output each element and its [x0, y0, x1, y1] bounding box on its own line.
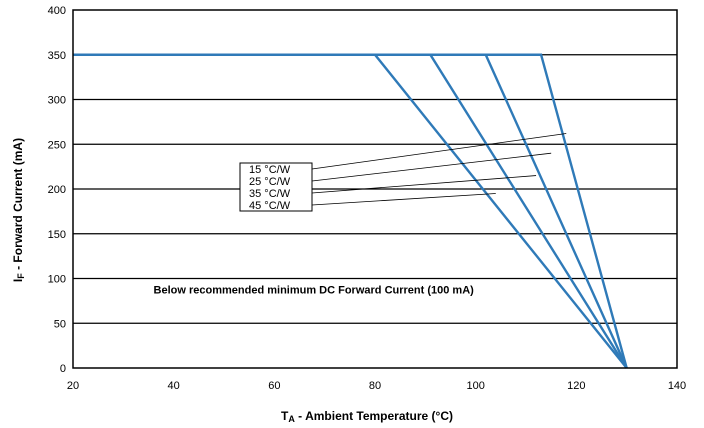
legend-label: 35 °C/W [249, 188, 291, 200]
legend-box [239, 162, 313, 212]
y-tick-label: 150 [48, 229, 66, 241]
legend-label: 15 °C/W [249, 164, 291, 176]
legend-leader-line [311, 175, 537, 194]
y-tick-label: 200 [48, 184, 66, 196]
x-axis-title: TA - Ambient Temperature (°C) [281, 409, 453, 424]
annotation-text: Below recommended minimum DC Forward Cur… [154, 285, 475, 297]
y-tick-label: 350 [48, 50, 66, 62]
y-tick-label: 300 [48, 95, 66, 107]
legend-leader-line [311, 193, 496, 206]
y-tick-label: 400 [48, 5, 66, 17]
y-tick-label: 50 [54, 318, 66, 330]
x-tick-label: 60 [268, 380, 280, 392]
y-tick-label: 100 [48, 274, 66, 286]
x-tick-label: 40 [168, 380, 180, 392]
y-axis-title: IF - Forward Current (mA) [11, 138, 26, 282]
x-tick-label: 100 [466, 380, 484, 392]
plot-frame [72, 9, 678, 369]
y-tick-labels: 0 50 100 150 200 250 300 350 400 [48, 5, 66, 375]
legend-leader-line [311, 152, 552, 182]
y-tick-label: 0 [60, 363, 66, 375]
series-line [73, 53, 628, 369]
series-lines [73, 53, 628, 369]
x-tick-label: 140 [668, 380, 686, 392]
x-tick-label: 80 [369, 380, 381, 392]
legend-leader-line [311, 133, 567, 170]
x-tick-label: 20 [67, 380, 79, 392]
legend-leader-lines [311, 133, 567, 206]
x-tick-labels: 20 40 60 80 100 120 140 [67, 380, 686, 392]
y-tick-label: 250 [48, 139, 66, 151]
legend-label: 45 °C/W [249, 200, 291, 212]
legend-label: 25 °C/W [249, 176, 291, 188]
x-tick-label: 120 [567, 380, 585, 392]
legend-labels: 15 °C/W25 °C/W35 °C/W45 °C/W [249, 164, 291, 212]
